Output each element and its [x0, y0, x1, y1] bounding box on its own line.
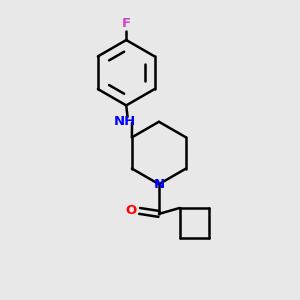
Text: F: F	[122, 16, 131, 30]
Text: O: O	[126, 204, 137, 218]
Text: N: N	[153, 178, 164, 191]
Text: NH: NH	[113, 115, 136, 128]
